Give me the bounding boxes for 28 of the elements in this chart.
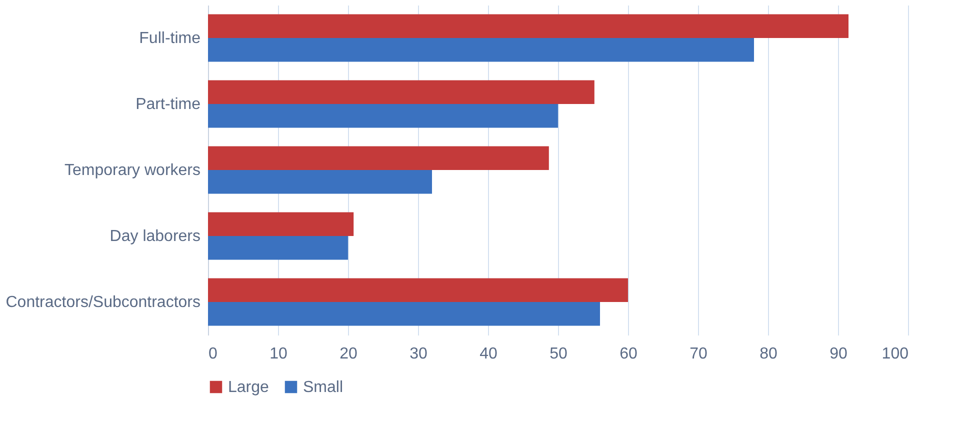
x-tick-label: 50	[550, 346, 568, 362]
y-tick-label: Temporary workers	[64, 162, 200, 179]
x-tick-label: 40	[480, 346, 498, 362]
bar	[208, 236, 348, 260]
y-tick-label: Part-time	[136, 96, 201, 113]
x-tick-label: 90	[830, 346, 848, 362]
bar	[208, 278, 628, 302]
x-tick-label: 20	[340, 346, 358, 362]
bar	[208, 302, 600, 326]
x-tick-label: 10	[270, 346, 288, 362]
bar	[208, 38, 754, 62]
y-tick-label: Contractors/Subcontractors	[6, 294, 200, 311]
x-tick-label: 80	[760, 346, 778, 362]
bar	[208, 14, 848, 38]
y-tick-label: Full-time	[139, 30, 201, 47]
bar	[208, 80, 594, 104]
bar	[208, 104, 558, 128]
x-tick-label: 30	[410, 346, 428, 362]
x-tick-label: 60	[620, 346, 638, 362]
legend-label: Small	[303, 379, 344, 396]
legend-label: Large	[228, 379, 270, 396]
y-tick-label: Day laborers	[110, 228, 200, 245]
x-tick-label: 0	[208, 346, 218, 362]
bar	[208, 212, 354, 236]
bar	[208, 170, 432, 194]
x-tick-label: 100	[882, 346, 909, 362]
x-tick-label: 70	[690, 346, 708, 362]
bar	[208, 146, 549, 170]
